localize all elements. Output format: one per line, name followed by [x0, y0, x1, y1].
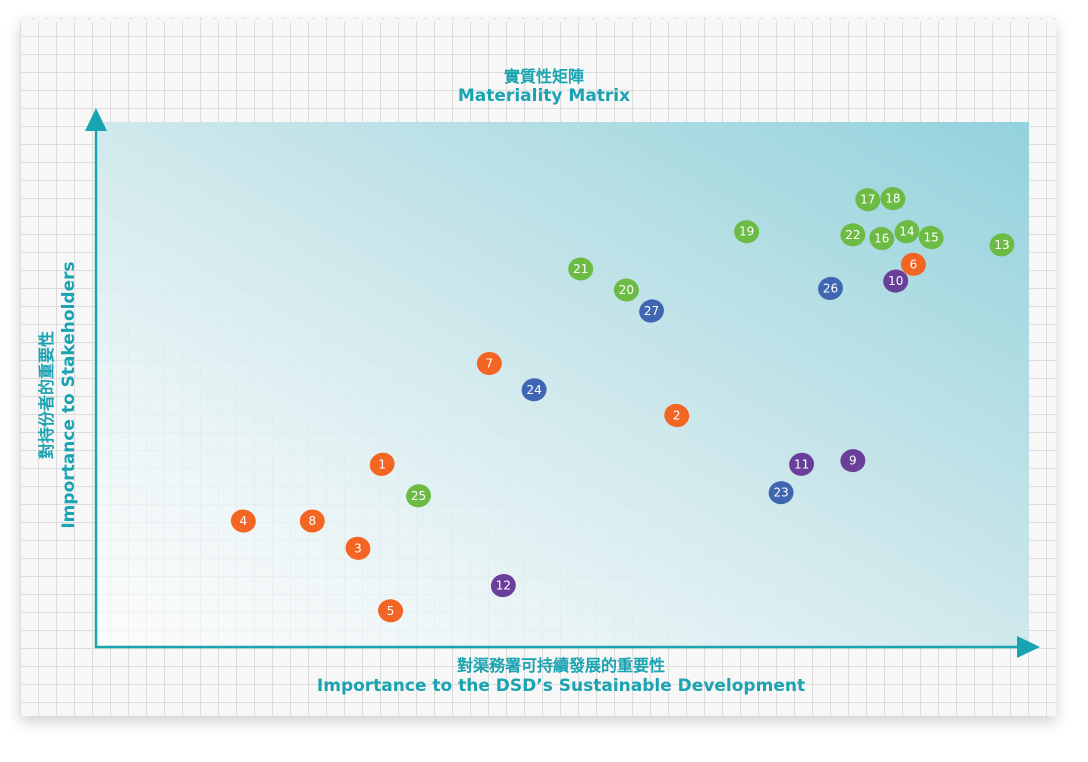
point-13: 13	[989, 233, 1015, 257]
point-marker	[476, 351, 502, 376]
point-5: 5	[378, 599, 404, 623]
point-2: 2	[664, 403, 690, 428]
point-label: 18	[885, 192, 900, 206]
point-1: 1	[369, 452, 395, 476]
point-marker	[639, 299, 664, 323]
point-10: 10	[883, 269, 909, 293]
point-label: 23	[773, 486, 788, 500]
point-25: 25	[406, 484, 431, 508]
point-marker	[568, 257, 594, 281]
point-label: 16	[874, 232, 889, 246]
point-24: 24	[521, 378, 547, 402]
point-marker	[734, 220, 760, 244]
point-22: 22	[840, 223, 866, 247]
point-marker	[768, 481, 794, 505]
point-marker	[789, 452, 815, 476]
point-21: 21	[568, 257, 594, 281]
point-label: 10	[888, 274, 903, 288]
point-label: 17	[860, 193, 875, 207]
point-17: 17	[855, 188, 881, 212]
point-marker	[918, 225, 944, 250]
point-27: 27	[639, 299, 664, 323]
point-label: 12	[496, 579, 511, 593]
point-3: 3	[345, 536, 371, 560]
point-label: 4	[240, 514, 248, 528]
point-23: 23	[768, 481, 794, 505]
point-label: 27	[644, 304, 659, 318]
point-marker	[345, 536, 371, 560]
point-label: 3	[354, 541, 362, 555]
point-11: 11	[789, 452, 815, 476]
point-label: 9	[849, 454, 857, 468]
point-label: 24	[526, 383, 541, 397]
point-26: 26	[818, 276, 843, 300]
point-marker	[894, 220, 920, 244]
point-marker	[406, 484, 431, 508]
point-6: 6	[900, 252, 926, 276]
point-4: 4	[230, 509, 256, 533]
point-label: 25	[411, 489, 426, 503]
point-marker	[989, 233, 1015, 257]
point-20: 20	[613, 278, 639, 302]
point-marker	[369, 452, 395, 476]
point-marker	[613, 278, 639, 302]
point-marker	[818, 276, 843, 300]
point-19: 19	[734, 220, 760, 244]
point-9: 9	[840, 449, 866, 473]
point-marker	[840, 223, 866, 247]
point-18: 18	[880, 187, 906, 211]
point-marker	[883, 269, 909, 293]
point-14: 14	[894, 220, 920, 244]
point-marker	[378, 599, 404, 623]
point-marker	[840, 449, 866, 473]
point-label: 26	[823, 281, 838, 295]
point-7: 7	[476, 351, 502, 376]
point-label: 8	[308, 514, 316, 528]
point-marker	[900, 252, 926, 276]
x-axis-label-en: Importance to the DSD’s Sustainable Deve…	[316, 676, 806, 696]
point-label: 6	[910, 257, 918, 271]
x-axis-arrow-icon	[1017, 636, 1040, 658]
point-marker	[855, 188, 881, 212]
point-12: 12	[490, 574, 516, 598]
point-marker	[521, 378, 547, 402]
point-label: 14	[899, 225, 914, 239]
point-label: 2	[673, 408, 681, 422]
point-label: 11	[794, 457, 809, 471]
point-16: 16	[869, 226, 895, 251]
point-label: 21	[573, 262, 588, 276]
point-marker	[490, 574, 516, 598]
point-label: 7	[486, 357, 494, 371]
chart-subtitle: Materiality Matrix	[457, 86, 631, 106]
point-15: 15	[918, 225, 944, 250]
x-axis-label-zh: 對渠務署可持續發展的重要性	[456, 656, 665, 675]
point-label: 20	[619, 283, 634, 297]
point-marker	[230, 509, 256, 533]
point-label: 1	[378, 457, 386, 471]
point-label: 13	[994, 238, 1009, 252]
point-label: 22	[845, 228, 860, 242]
point-8: 8	[299, 509, 325, 533]
chart-title: 實質性矩陣	[503, 67, 584, 86]
point-marker	[664, 403, 690, 428]
point-marker	[880, 187, 906, 211]
point-label: 19	[739, 225, 754, 239]
point-marker	[869, 226, 895, 251]
point-marker	[299, 509, 325, 533]
y-axis-arrow-icon	[85, 108, 107, 131]
point-label: 15	[923, 231, 938, 245]
point-label: 5	[387, 604, 395, 618]
